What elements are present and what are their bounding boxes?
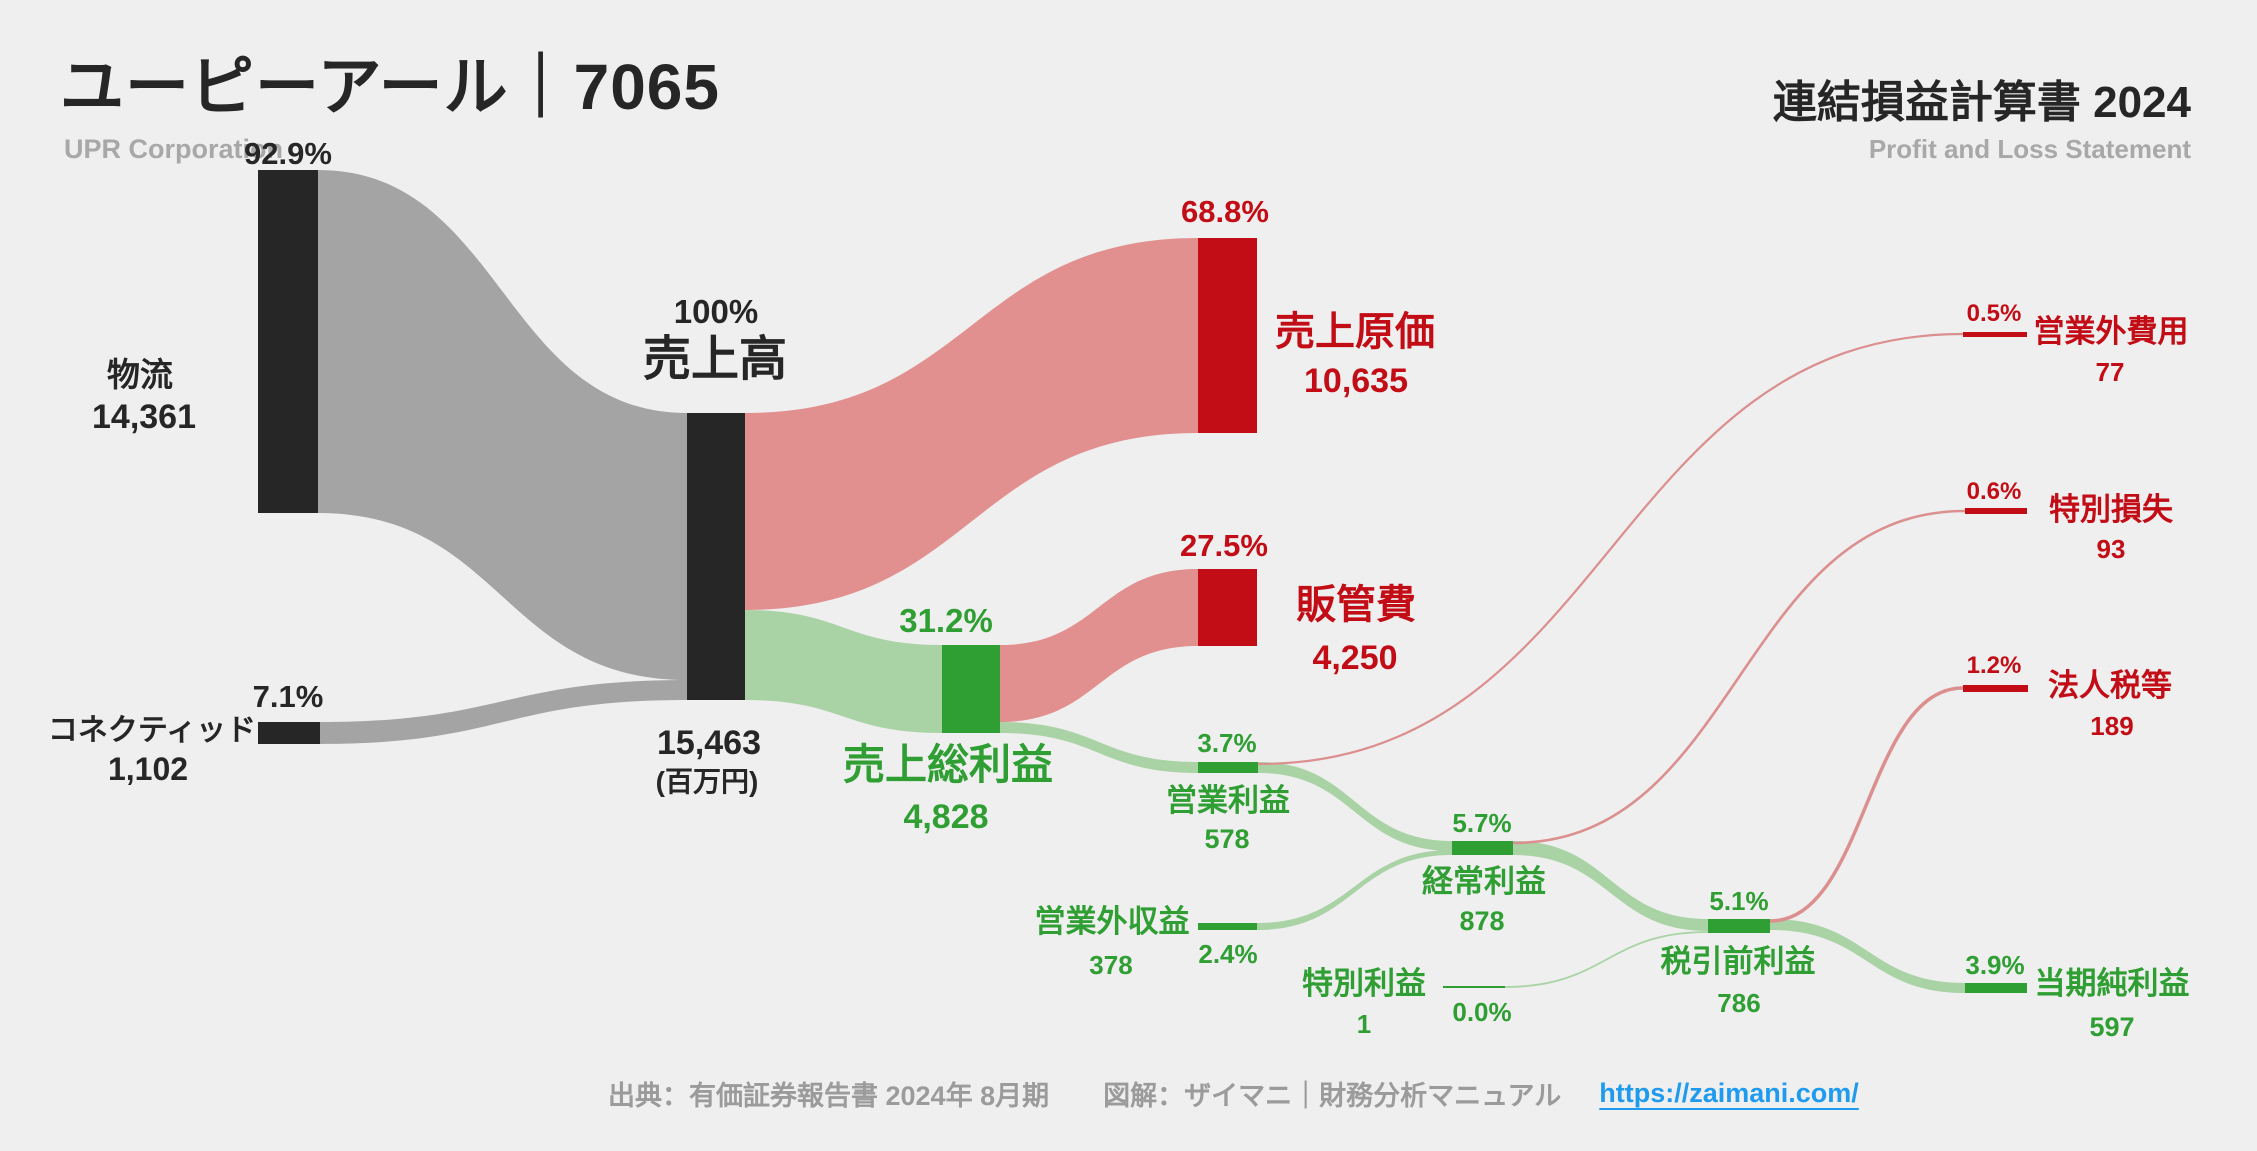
node-bar-hankanhi (1198, 569, 1257, 646)
node-bar-sorieki (942, 645, 1000, 733)
butsuryu-value: 14,361 (92, 398, 196, 436)
keijorieki-label: 経常利益 (1422, 864, 1546, 899)
sorieki-label: 売上総利益 (842, 741, 1054, 788)
sorieki-value: 4,828 (903, 798, 989, 836)
uriage-unit: (百万円) (655, 766, 759, 797)
hojinzei-label: 法人税等 (2048, 668, 2172, 703)
footer-source: 出典：有価証券報告書 2024年 8月期 図解：ザイマニ｜財務分析マニュアル (608, 1081, 1562, 1111)
eigyorieki-label: 営業利益 (1166, 783, 1290, 818)
footer: 出典：有価証券報告書 2024年 8月期 図解：ザイマニ｜財務分析マニュアル h… (608, 1074, 1859, 1113)
flow-connected-uriage (320, 680, 687, 744)
flow-eigyogaishueki-keijorieki (1257, 850, 1452, 930)
tokijunrieki-value: 597 (2089, 1012, 2135, 1042)
zeibikimae-pct: 5.1% (1709, 886, 1769, 916)
tokubetsurieki-value: 1 (1356, 1009, 1372, 1039)
butsuryu-label: 物流 (107, 356, 173, 393)
hojinzei-pct: 1.2% (1966, 652, 2022, 679)
eigyogaihiyo-pct: 0.5% (1966, 300, 2022, 327)
node-bar-hojinzei (1963, 685, 2028, 692)
connected-pct: 7.1% (252, 679, 324, 714)
flow-eigyorieki-keijorieki (1258, 762, 1452, 851)
tokubetsurieki-pct: 0.0% (1452, 997, 1512, 1027)
sorieki-pct: 31.2% (899, 602, 993, 639)
node-bar-connected (258, 722, 320, 744)
node-bar-butsuryu (258, 170, 318, 513)
eigyogaihiyo-value: 77 (2095, 357, 2125, 387)
zeibikimae-label: 税引前利益 (1660, 944, 1816, 979)
hankanhi-label: 販管費 (1296, 583, 1416, 627)
butsuryu-pct: 92.9% (244, 136, 332, 171)
flow-keijorieki-tokubetsusonshitsu (1512, 509, 1966, 845)
flow-uriage-sorieki (745, 610, 942, 733)
uriage-pct: 100% (673, 293, 759, 330)
hojinzei-value: 189 (2090, 711, 2134, 741)
node-bar-eigyogaihiyo (1963, 332, 2027, 337)
uriage-value: 15,463 (657, 724, 761, 762)
node-bar-genka (1198, 238, 1257, 433)
tokubetsusonshitsu-label: 特別損失 (2049, 492, 2173, 527)
node-bar-zeibikimae (1708, 919, 1770, 933)
eigyorieki-value: 578 (1204, 824, 1250, 854)
genka-pct: 68.8% (1181, 194, 1269, 229)
tokubetsusonshitsu-value: 93 (2096, 534, 2126, 564)
node-bar-tokubetsurieki (1443, 986, 1505, 988)
eigyogaishueki-pct: 2.4% (1198, 939, 1258, 969)
flow-tokubetsurieki-zeibikimae (1504, 931, 1709, 988)
node-bar-keijorieki (1452, 841, 1513, 855)
genka-value: 10,635 (1304, 362, 1408, 400)
flow-sorieki-hankanhi (1000, 569, 1198, 722)
flow-butsuryu-uriage (318, 170, 687, 680)
zeibikimae-value: 786 (1717, 988, 1761, 1018)
node-bar-eigyorieki (1198, 762, 1258, 773)
flow-sorieki-eigyorieki (1000, 722, 1198, 773)
node-bar-uriage (687, 413, 745, 700)
tokijunrieki-pct: 3.9% (1965, 950, 2025, 980)
uriage-label: 売上高 (642, 333, 788, 386)
page-subtitle: UPR Corporation (64, 134, 283, 164)
connected-value: 1,102 (107, 751, 189, 787)
eigyogaishueki-label: 営業外収益 (1034, 904, 1190, 939)
page-title: ユーピーアール｜7065 (60, 51, 720, 123)
node-bar-tokijunrieki (1965, 983, 2027, 993)
report-subtitle: Profit and Loss Statement (1868, 134, 2191, 164)
report-title: 連結損益計算書 2024 (1772, 78, 2191, 127)
connected-label: コネクティッド (47, 714, 257, 747)
node-bar-tokubetsusonshitsu (1965, 508, 2027, 514)
tokubetsurieki-label: 特別利益 (1302, 966, 1426, 1001)
flow-zeibikimae-hojinzei (1769, 686, 1964, 923)
eigyogaishueki-value: 378 (1089, 950, 1133, 980)
zaimani-link[interactable]: https://zaimani.com/ (1599, 1078, 1859, 1108)
flow-eigyorieki-eigyogaihiyo (1257, 332, 1964, 766)
eigyogaihiyo-label: 営業外費用 (2033, 314, 2189, 349)
tokijunrieki-label: 当期純利益 (2034, 966, 2190, 1001)
genka-label: 売上原価 (1275, 310, 1435, 354)
eigyorieki-pct: 3.7% (1197, 728, 1257, 758)
keijorieki-pct: 5.7% (1452, 808, 1512, 838)
flow-keijorieki-zeibikimae (1513, 841, 1708, 931)
hankanhi-value: 4,250 (1312, 639, 1398, 677)
tokubetsusonshitsu-pct: 0.6% (1966, 478, 2022, 505)
flow-zeibikimae-tokijunrieki (1770, 919, 1965, 993)
flow-uriage-genka (745, 238, 1198, 610)
node-bar-eigyogaishueki (1198, 923, 1257, 930)
hankanhi-pct: 27.5% (1180, 528, 1268, 563)
keijorieki-value: 878 (1459, 906, 1505, 936)
